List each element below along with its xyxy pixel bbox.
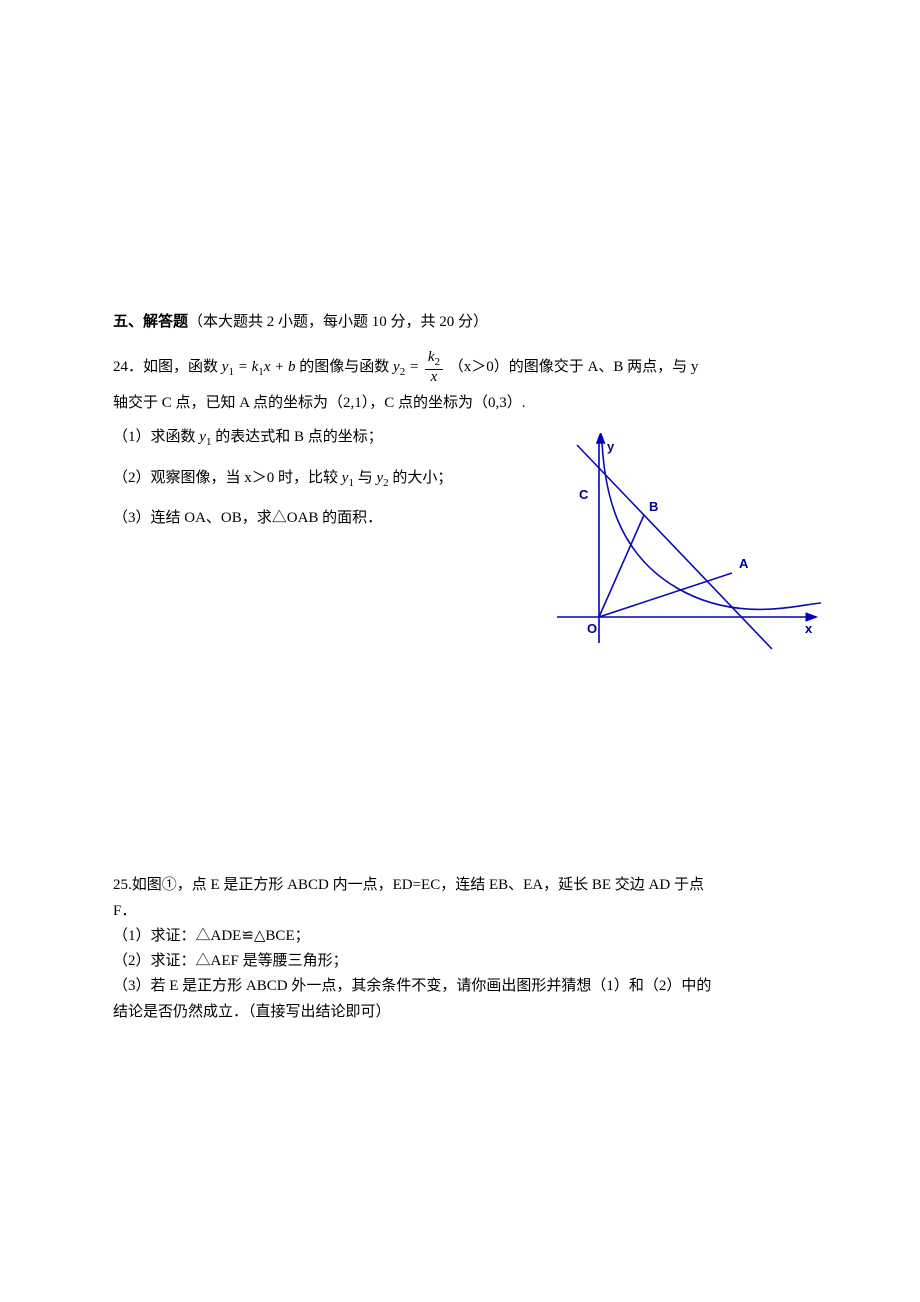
point-label-o: O [587,621,597,636]
p25-q3a: （3）若 E 是正方形 ABCD 外一点，其余条件不变，请你画出图形并猜想（1）… [113,975,817,998]
section-heading: 五、解答题（本大题共 2 小题，每小题 10 分，共 20 分） [113,310,817,334]
p24-q2: （2）观察图像，当 x＞0 时，比较 y1 与 y2 的大小； [113,466,503,493]
p24-q1: （1）求函数 y1 的表达式和 B 点的坐标； [113,425,503,452]
point-label-b: B [649,499,658,514]
p25-line1: 25.如图①，点 E 是正方形 ABCD 内一点，ED=EC，连结 EB、EA，… [113,874,817,897]
p24-intro-line1: 24．如图，函数 y1 = k1x + b 的图像与函数 y2 = k2x （x… [113,350,817,385]
p24-eq1: = [234,359,252,375]
point-label-a: A [739,556,749,571]
fraction-k2-over-x: k2 x [425,350,443,385]
p24-q2-mid: 与 [354,470,377,486]
p24-subquestions: （1）求函数 y1 的表达式和 B 点的坐标； （2）观察图像，当 x＞0 时，… [113,425,503,530]
p24-intro-a: 如图，函数 [143,359,222,375]
p24-num: 24． [113,359,143,375]
p24-q1-var: y [199,429,206,445]
problem-25: 25.如图①，点 E 是正方形 ABCD 内一点，ED=EC，连结 EB、EA，… [113,874,817,1024]
p24-intro-line2: 轴交于 C 点，已知 A 点的坐标为（2,1），C 点的坐标为（0,3）. [113,391,817,415]
p24-intro-b: 的图像与函数 [296,359,394,375]
p24-body: （1）求函数 y1 的表达式和 B 点的坐标； （2）观察图像，当 x＞0 时，… [113,425,817,530]
p24-intro-c: （x＞0）的图像交于 A、B 两点，与 y [445,359,698,375]
p25-q3b: 结论是否仍然成立．（直接写出结论即可） [113,1001,817,1024]
p24-q3-text: （3）连结 OA、OB，求△OAB 的面积． [113,510,382,526]
p24-q3: （3）连结 OA、OB，求△OAB 的面积． [113,506,503,530]
coordinate-graph: y x O C B A [547,433,827,663]
p25-q1: （1）求证：△ADE≌△BCE； [113,925,817,948]
p24-q1a: （1）求函数 [113,429,199,445]
problem-24: 24．如图，函数 y1 = k1x + b 的图像与函数 y2 = k2x （x… [113,350,817,530]
p24-xb: x + b [264,359,296,375]
frac-num-sub: 2 [435,356,441,368]
section-label: 五、解答题 [113,314,188,330]
p24-y2-var: y [393,359,400,375]
p24-figure: y x O C B A [547,433,827,671]
p24-eq2: = [405,359,423,375]
frac-den: x [425,370,443,386]
p24-intro-d: 轴交于 C 点，已知 A 点的坐标为（2,1），C 点的坐标为（0,3）. [113,395,526,411]
point-label-c: C [579,487,589,502]
p24-q1b: 的表达式和 B 点的坐标； [211,429,382,445]
hyperbola-curve [602,443,821,609]
p24-q2a: （2）观察图像，当 x＞0 时，比较 [113,470,342,486]
axis-label-y: y [607,439,615,454]
section-note: （本大题共 2 小题，每小题 10 分，共 20 分） [188,314,488,330]
frac-num-var: k [428,349,435,365]
axis-label-x: x [805,621,813,636]
p25-q2: （2）求证：△AEF 是等腰三角形； [113,950,817,973]
p24-q2b: 的大小； [389,470,453,486]
p25-line2: F． [113,900,817,923]
